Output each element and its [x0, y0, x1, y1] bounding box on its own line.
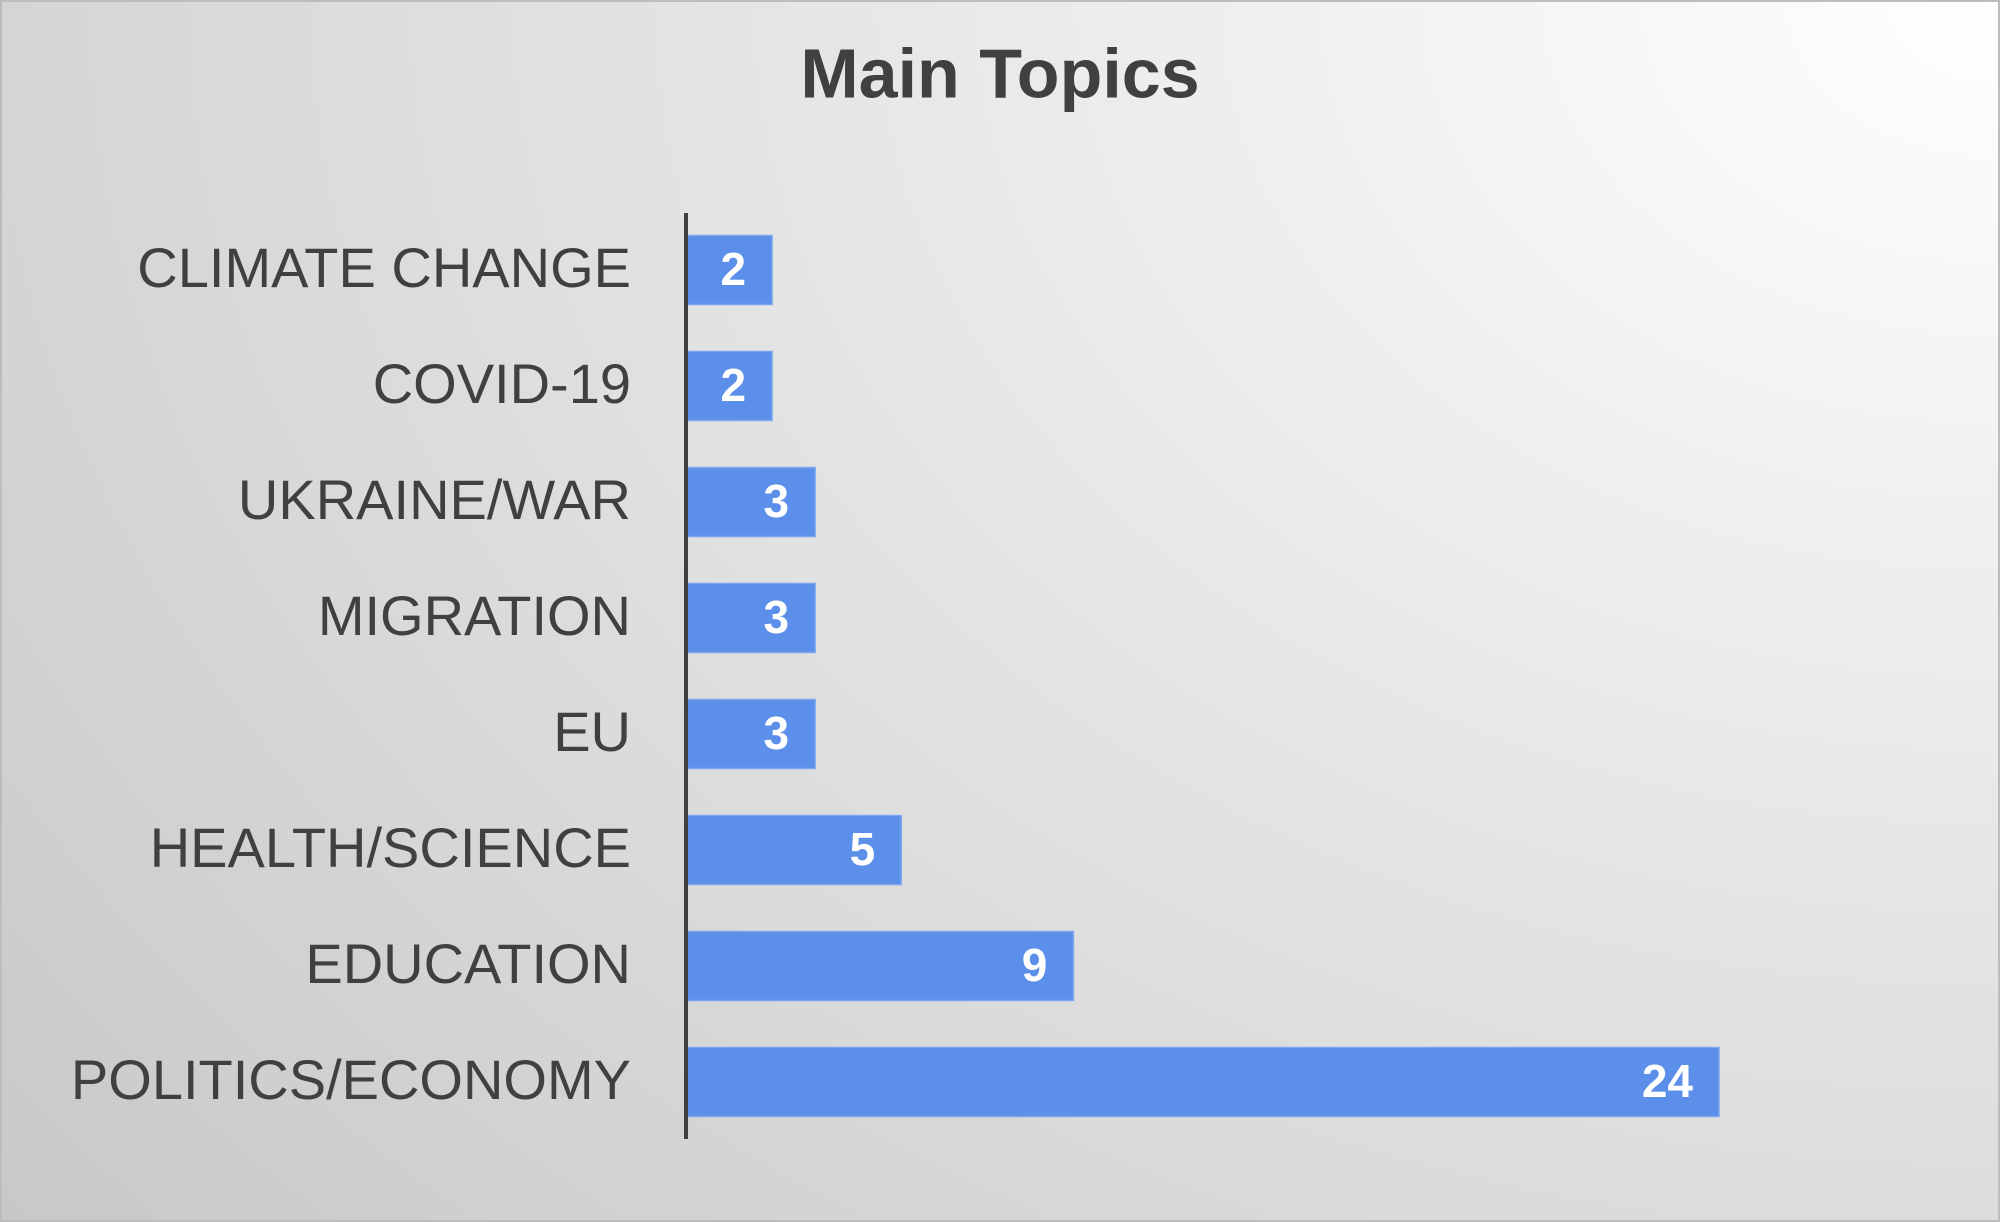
data-label: 2: [720, 359, 746, 411]
bar: [685, 234, 773, 306]
data-label: 3: [764, 591, 790, 643]
bar: [685, 466, 816, 538]
category-label: COVID-19: [373, 352, 631, 415]
bar: [685, 350, 773, 422]
data-label: 2: [720, 243, 746, 295]
category-label: POLITICS/ECONOMY: [71, 1048, 631, 1111]
category-label: UKRAINE/WAR: [238, 468, 631, 531]
data-label: 3: [764, 707, 790, 759]
chart-title: Main Topics: [800, 34, 1199, 112]
data-label: 5: [850, 823, 876, 875]
category-label: EU: [553, 700, 631, 763]
bar: [685, 698, 816, 770]
bar: [685, 930, 1075, 1002]
category-label: EDUCATION: [305, 932, 631, 995]
category-label: MIGRATION: [318, 584, 631, 647]
category-label: HEALTH/SCIENCE: [150, 816, 631, 879]
bar: [685, 1046, 1720, 1118]
data-label: 9: [1022, 939, 1048, 991]
data-label: 24: [1642, 1055, 1694, 1107]
data-label: 3: [764, 475, 790, 527]
bar: [685, 814, 902, 886]
category-label: CLIMATE CHANGE: [137, 236, 631, 299]
bar: [685, 582, 816, 654]
